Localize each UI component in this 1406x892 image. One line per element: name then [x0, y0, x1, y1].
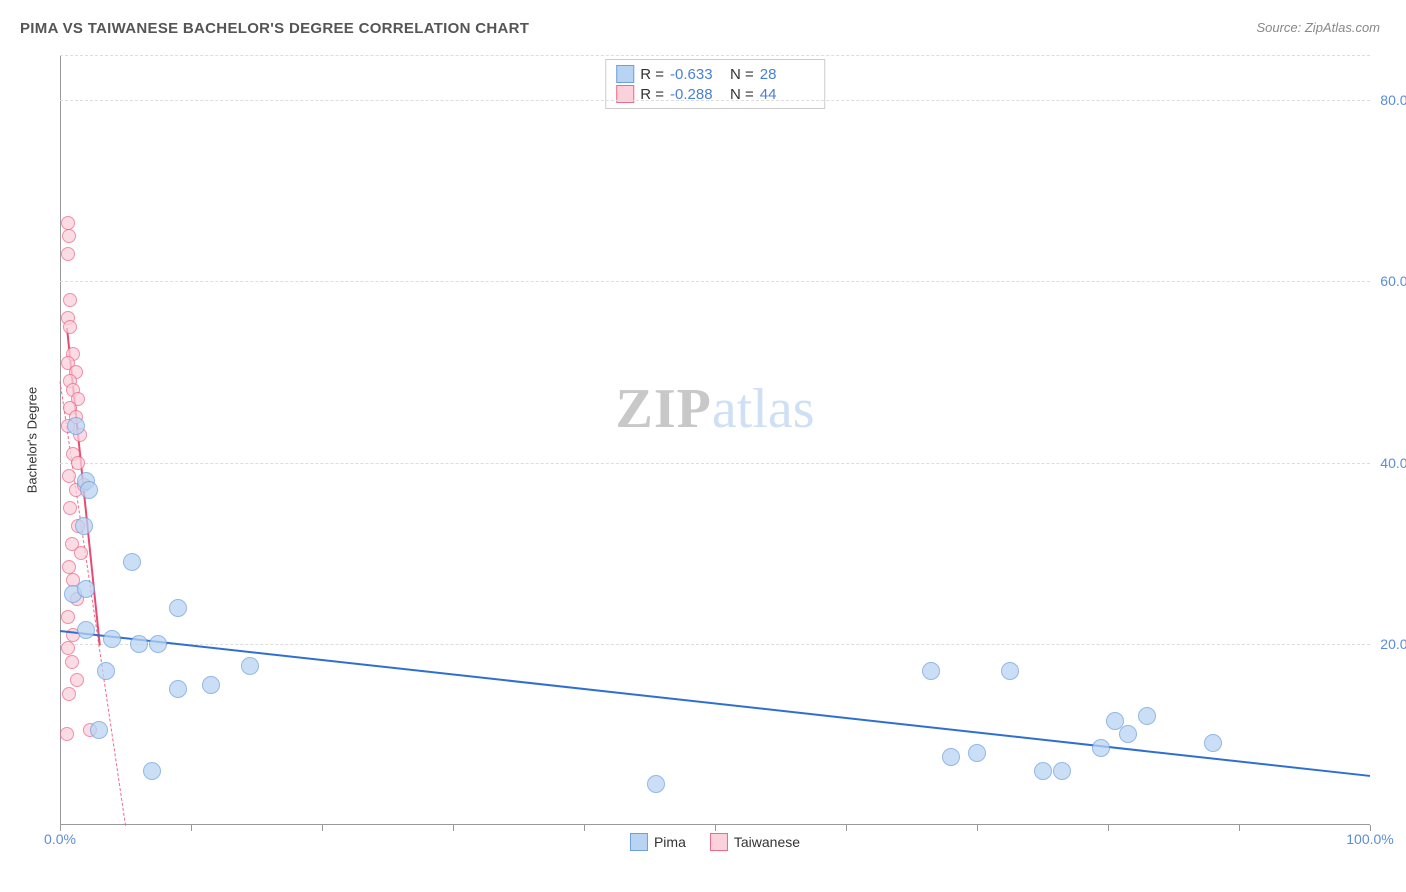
scatter-marker	[143, 762, 161, 780]
scatter-marker	[62, 469, 76, 483]
scatter-marker	[149, 635, 167, 653]
stats-n-value: 28	[760, 66, 814, 83]
scatter-marker	[60, 727, 74, 741]
gridline-h	[60, 281, 1370, 282]
scatter-marker	[67, 417, 85, 435]
scatter-marker	[62, 229, 76, 243]
scatter-marker	[169, 599, 187, 617]
scatter-marker	[130, 635, 148, 653]
scatter-marker	[1034, 762, 1052, 780]
scatter-marker	[922, 662, 940, 680]
stats-r-label: R =	[640, 66, 664, 83]
source-label: Source: ZipAtlas.com	[1256, 20, 1380, 35]
scatter-marker	[62, 560, 76, 574]
y-tick-label: 80.0%	[1375, 92, 1406, 108]
stats-swatch	[616, 65, 634, 83]
x-tick	[322, 825, 323, 831]
scatter-marker	[77, 621, 95, 639]
stats-box: R =-0.633N =28R =-0.288N =44	[605, 59, 825, 109]
x-tick	[584, 825, 585, 831]
y-axis-line	[60, 55, 61, 825]
gridline-h	[60, 55, 1370, 56]
scatter-marker	[61, 247, 75, 261]
x-tick	[846, 825, 847, 831]
scatter-marker	[74, 546, 88, 560]
scatter-marker	[61, 610, 75, 624]
correlation-chart: PIMA VS TAIWANESE BACHELOR'S DEGREE CORR…	[20, 20, 1386, 872]
scatter-marker	[1204, 734, 1222, 752]
scatter-marker	[942, 748, 960, 766]
scatter-marker	[202, 676, 220, 694]
y-axis-label: Bachelor's Degree	[25, 387, 40, 494]
scatter-marker	[1092, 739, 1110, 757]
x-tick	[191, 825, 192, 831]
legend-item: Taiwanese	[710, 833, 800, 851]
scatter-marker	[70, 673, 84, 687]
y-tick-label: 60.0%	[1375, 273, 1406, 289]
watermark-atlas: atlas	[712, 378, 815, 440]
scatter-marker	[169, 680, 187, 698]
scatter-marker	[90, 721, 108, 739]
y-tick-label: 40.0%	[1375, 455, 1406, 471]
scatter-marker	[61, 641, 75, 655]
legend-swatch	[630, 833, 648, 851]
gridline-h	[60, 100, 1370, 101]
stats-row: R = -0.633 N = 28	[616, 64, 814, 84]
watermark: ZIPatlas	[616, 377, 815, 441]
legend-swatch	[710, 833, 728, 851]
scatter-marker	[968, 744, 986, 762]
scatter-marker	[1119, 725, 1137, 743]
x-tick	[453, 825, 454, 831]
scatter-marker	[97, 662, 115, 680]
scatter-marker	[77, 580, 95, 598]
x-tick	[1239, 825, 1240, 831]
y-tick-label: 20.0%	[1375, 636, 1406, 652]
scatter-marker	[75, 517, 93, 535]
trend-line	[60, 630, 1370, 777]
scatter-marker	[103, 630, 121, 648]
scatter-marker	[1053, 762, 1071, 780]
scatter-marker	[63, 501, 77, 515]
x-tick-label-min: 0.0%	[44, 831, 76, 847]
scatter-marker	[241, 657, 259, 675]
scatter-marker	[71, 456, 85, 470]
scatter-marker	[63, 293, 77, 307]
chart-title: PIMA VS TAIWANESE BACHELOR'S DEGREE CORR…	[20, 20, 529, 37]
legend-item: Pima	[630, 833, 686, 851]
legend-label: Taiwanese	[734, 834, 800, 850]
x-tick	[977, 825, 978, 831]
scatter-marker	[1138, 707, 1156, 725]
x-tick	[715, 825, 716, 831]
x-tick-label-max: 100.0%	[1346, 831, 1393, 847]
gridline-h	[60, 644, 1370, 645]
legend-bottom: Pima Taiwanese	[630, 833, 800, 851]
scatter-marker	[63, 320, 77, 334]
scatter-marker	[65, 655, 79, 669]
plot-area: Bachelor's Degree ZIPatlas R =-0.633N =2…	[60, 55, 1370, 825]
scatter-marker	[61, 216, 75, 230]
x-tick	[1108, 825, 1109, 831]
stats-n-label: N =	[730, 66, 754, 83]
scatter-marker	[123, 553, 141, 571]
legend-label: Pima	[654, 834, 686, 850]
scatter-marker	[80, 481, 98, 499]
scatter-marker	[1001, 662, 1019, 680]
watermark-zip: ZIP	[616, 378, 712, 440]
scatter-marker	[62, 687, 76, 701]
gridline-h	[60, 463, 1370, 464]
stats-r-value: -0.633	[670, 66, 724, 83]
scatter-marker	[647, 775, 665, 793]
